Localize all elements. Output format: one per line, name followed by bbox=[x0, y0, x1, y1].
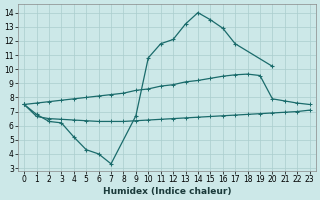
X-axis label: Humidex (Indice chaleur): Humidex (Indice chaleur) bbox=[103, 187, 231, 196]
